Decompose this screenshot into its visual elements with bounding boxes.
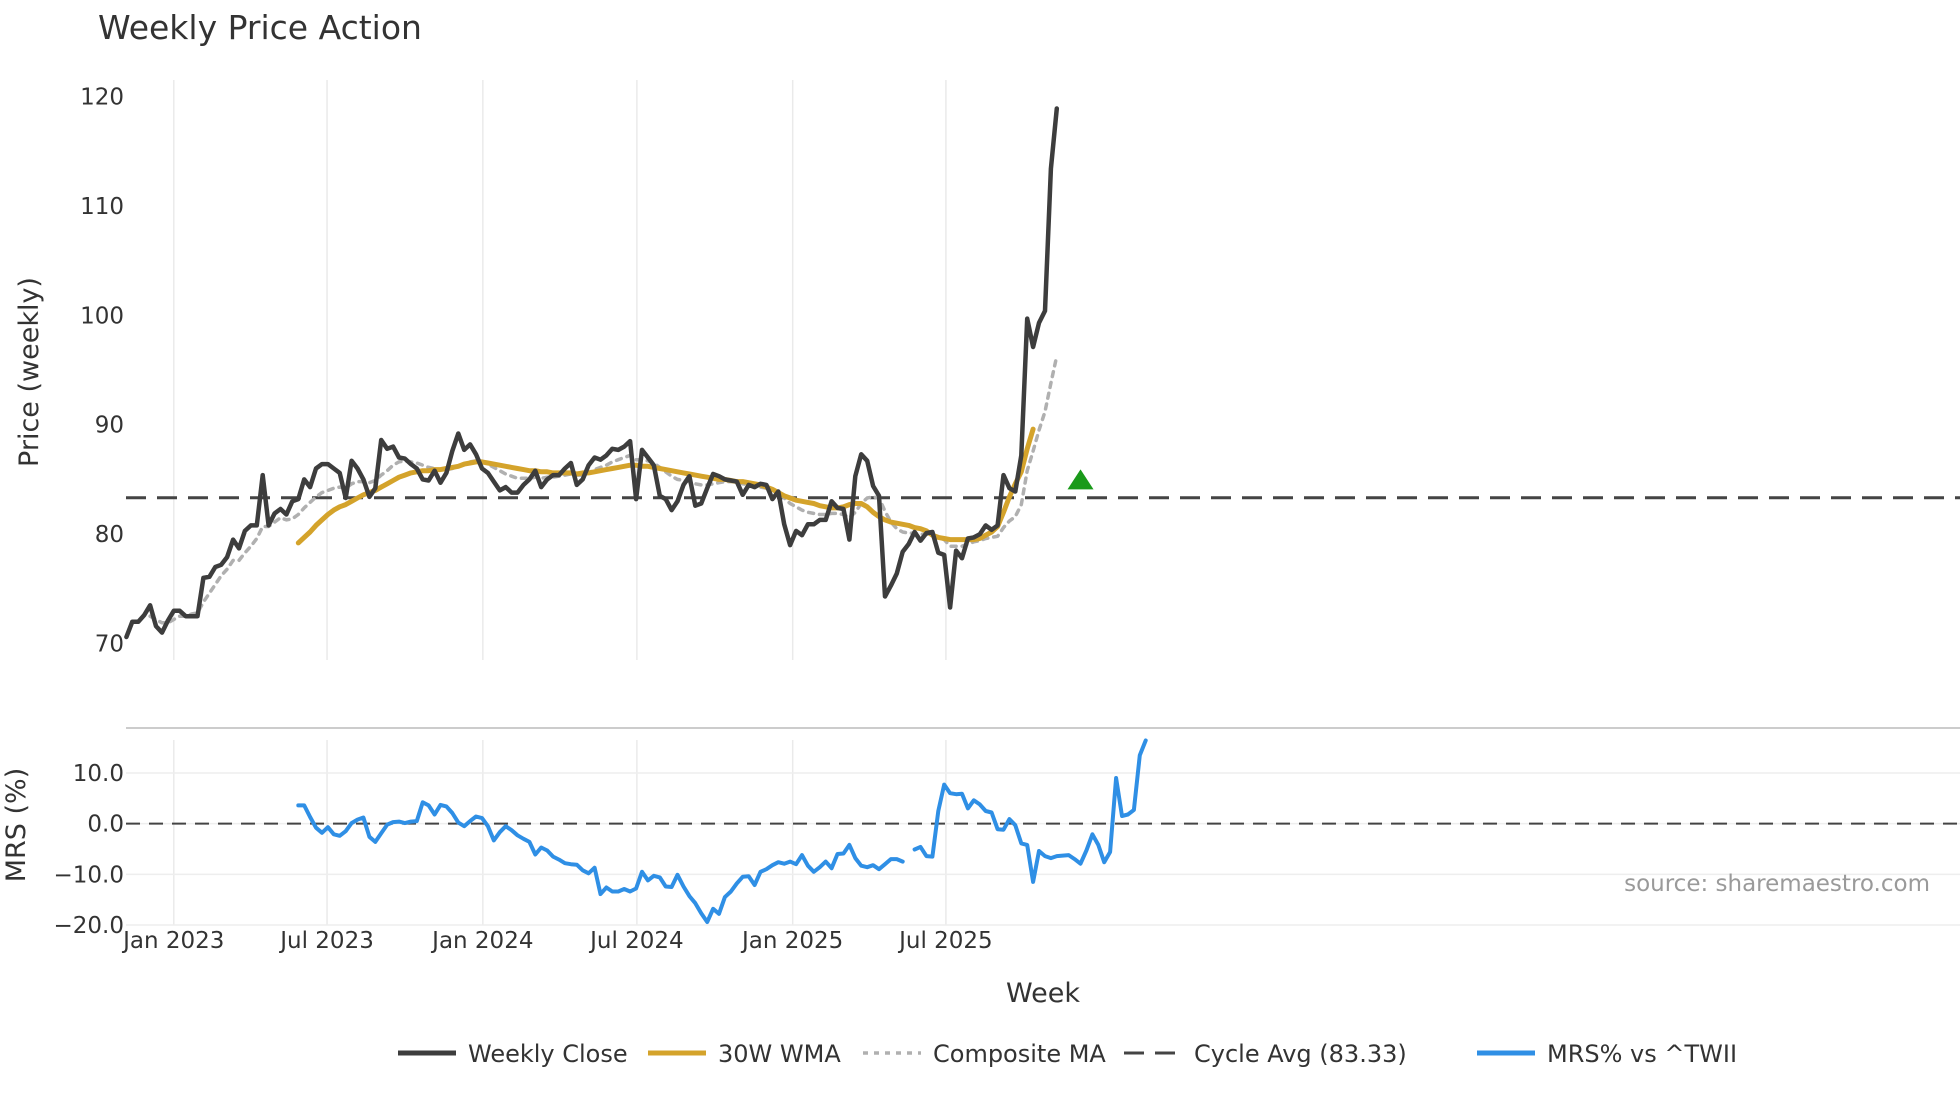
price-y-ticks: 70 80 90 100 110 120 [80, 84, 124, 657]
x-tick-label: Jan 2024 [430, 928, 533, 954]
price-y-tick-label: 90 [95, 413, 124, 439]
mrs-y-ticks: −20.0 −10.0 0.0 10.0 [54, 761, 124, 939]
x-tick-label: Jul 2025 [897, 928, 993, 954]
30w-wma-line [295, 426, 1036, 546]
x-tick-label: Jul 2024 [588, 928, 684, 954]
legend-item: Cycle Avg (83.33) [1124, 1040, 1407, 1068]
price-y-tick-label: 80 [95, 522, 124, 548]
legend-item: MRS% vs ^TWII [1477, 1040, 1737, 1068]
mrs-y-tick-label: −10.0 [54, 862, 124, 888]
legend-label: Weekly Close [468, 1040, 628, 1068]
signal-up-marker [1067, 469, 1094, 490]
x-axis-label: Week [1006, 978, 1080, 1009]
legend-item: Weekly Close [398, 1040, 628, 1068]
mrs-series [296, 738, 1148, 924]
price-panel-grid [173, 80, 947, 660]
chart-title: Weekly Price Action [98, 8, 422, 47]
legend-label: Composite MA [933, 1040, 1106, 1068]
price-y-axis-label: Price (weekly) [14, 277, 45, 467]
x-tick-label: Jan 2025 [740, 928, 843, 954]
mrs-y-axis-label: MRS (%) [1, 768, 32, 883]
legend-label: 30W WMA [718, 1040, 841, 1068]
legend-label: MRS% vs ^TWII [1547, 1040, 1737, 1068]
x-tick-label: Jul 2023 [278, 928, 374, 954]
legend-item: Composite MA [863, 1040, 1106, 1068]
price-y-tick-label: 120 [80, 84, 124, 110]
price-y-tick-label: 100 [80, 303, 124, 329]
signal-markers [1067, 469, 1094, 490]
legend: Weekly Close 30W WMA Composite MA Cycle Avg… [398, 1040, 1737, 1068]
source-note: source: sharemaestro.com [1624, 871, 1930, 897]
x-tick-label: Jan 2023 [121, 928, 224, 954]
mrs-line [296, 738, 1148, 924]
mrs-panel-grid [126, 740, 1960, 926]
price-y-tick-label: 70 [95, 632, 124, 658]
price-y-tick-label: 110 [80, 194, 124, 220]
legend-item: 30W WMA [648, 1040, 841, 1068]
weekly-close-line [124, 106, 1060, 640]
legend-label: Cycle Avg (83.33) [1194, 1040, 1407, 1068]
composite-ma-line [148, 354, 1059, 625]
price-series [124, 106, 1060, 640]
mrs-y-tick-label: −20.0 [54, 913, 124, 939]
mrs-y-tick-label: 0.0 [87, 812, 124, 838]
x-ticks: Jan 2023 Jul 2023 Jan 2024 Jul 2024 Jan 2025… [121, 928, 993, 954]
mrs-y-tick-label: 10.0 [73, 761, 124, 787]
